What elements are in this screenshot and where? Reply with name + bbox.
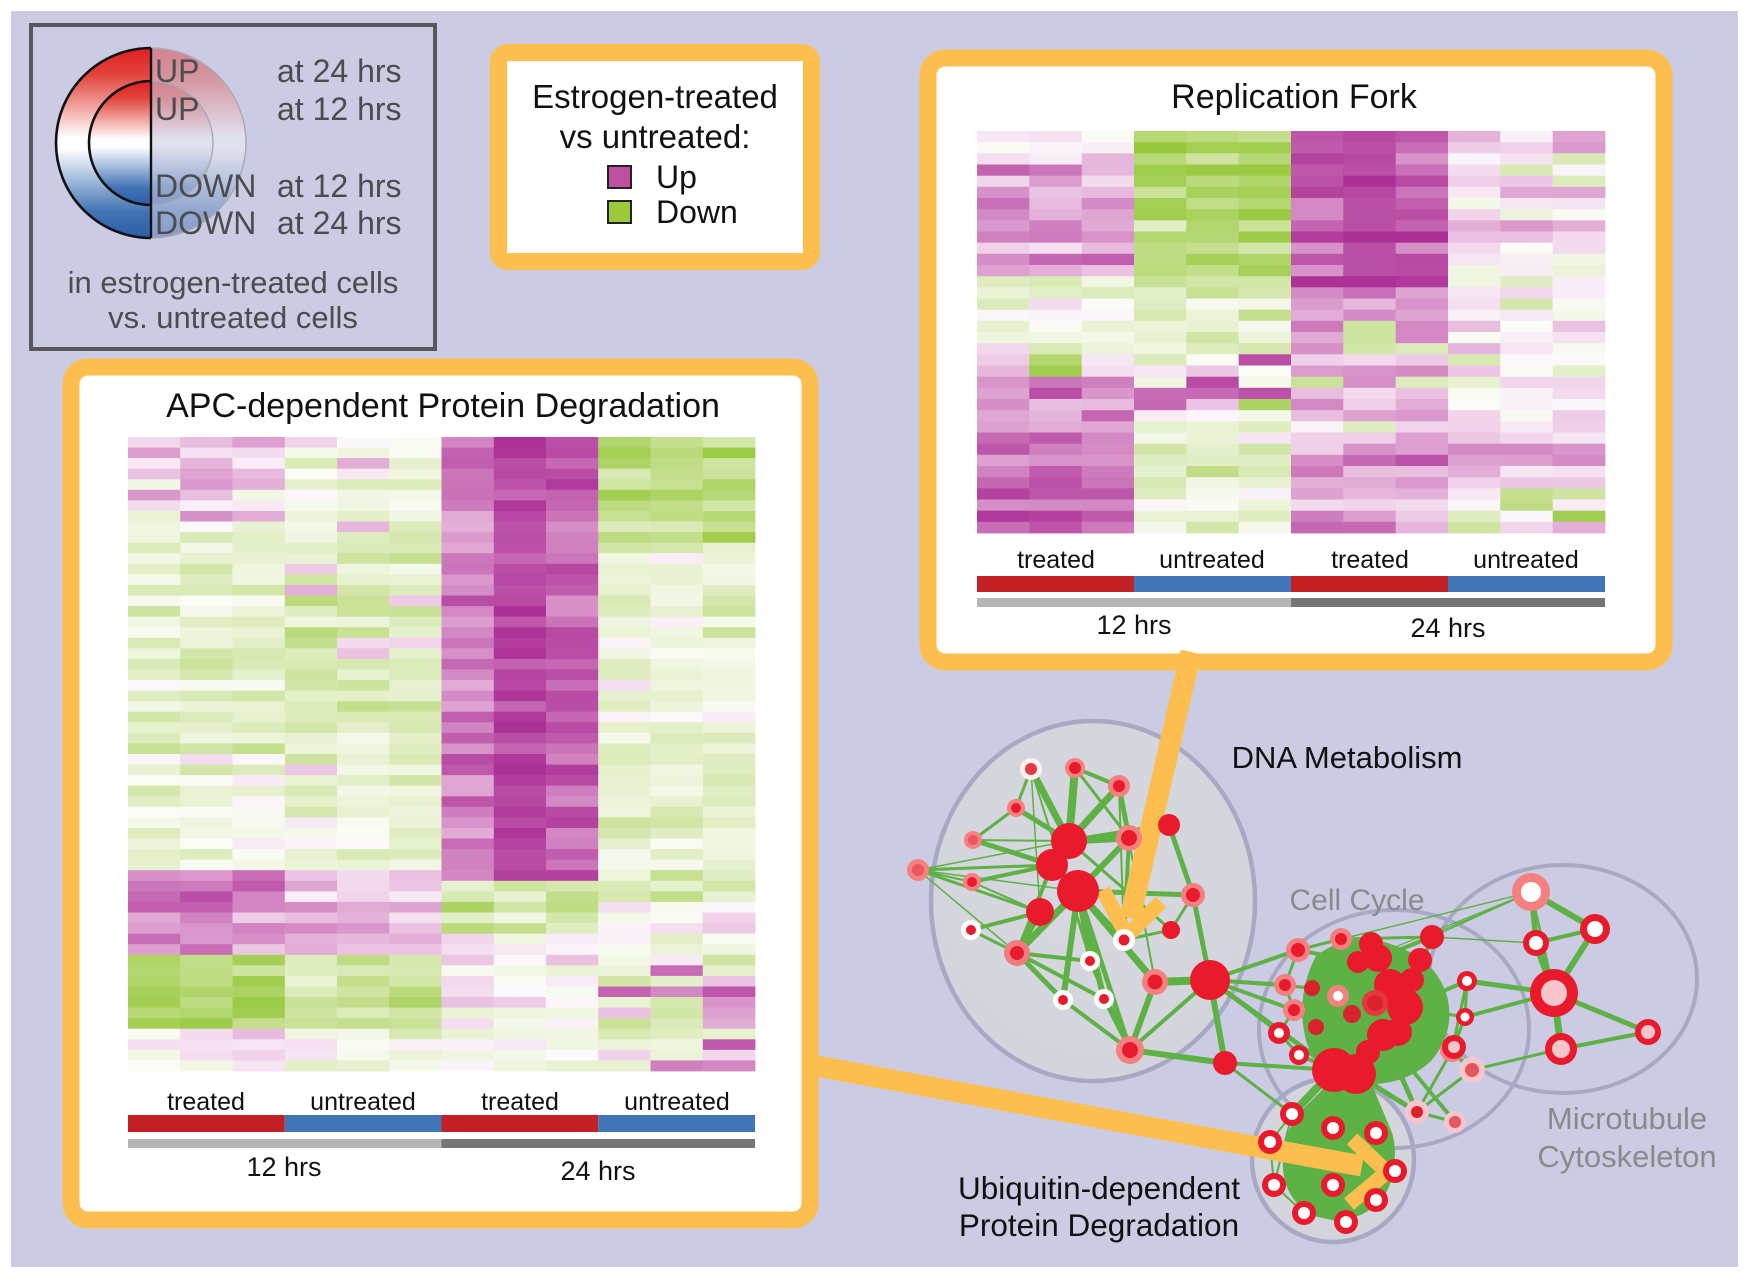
svg-text:Replication Fork: Replication Fork	[1171, 78, 1418, 116]
svg-text:treated: treated	[1017, 546, 1095, 574]
svg-text:untreated: untreated	[624, 1088, 730, 1116]
svg-text:at 24 hrs: at 24 hrs	[277, 53, 402, 89]
svg-text:at 12 hrs: at 12 hrs	[277, 91, 402, 127]
svg-text:UP: UP	[155, 53, 199, 89]
svg-text:Protein Degradation: Protein Degradation	[959, 1207, 1239, 1243]
svg-text:DOWN: DOWN	[155, 168, 256, 204]
svg-text:Down: Down	[656, 194, 738, 230]
svg-text:24 hrs: 24 hrs	[1410, 613, 1485, 643]
svg-text:Estrogen-treated: Estrogen-treated	[532, 78, 778, 115]
svg-text:treated: treated	[481, 1088, 559, 1116]
svg-text:Up: Up	[656, 159, 697, 195]
svg-text:at 12 hrs: at 12 hrs	[277, 168, 402, 204]
svg-text:APC-dependent Protein Degradat: APC-dependent Protein Degradation	[166, 387, 720, 425]
svg-text:untreated: untreated	[310, 1088, 416, 1116]
svg-text:at 24 hrs: at 24 hrs	[277, 205, 402, 241]
svg-text:Cytoskeleton: Cytoskeleton	[1537, 1139, 1716, 1174]
svg-text:Ubiquitin-dependent: Ubiquitin-dependent	[958, 1170, 1240, 1206]
svg-text:in estrogen-treated cells: in estrogen-treated cells	[68, 265, 399, 300]
svg-text:treated: treated	[1331, 546, 1409, 574]
svg-text:12 hrs: 12 hrs	[1096, 610, 1171, 640]
svg-text:24 hrs: 24 hrs	[560, 1156, 635, 1186]
svg-text:untreated: untreated	[1473, 546, 1579, 574]
svg-text:treated: treated	[167, 1088, 245, 1116]
svg-text:DOWN: DOWN	[155, 205, 256, 241]
svg-text:DNA Metabolism: DNA Metabolism	[1232, 740, 1463, 775]
svg-text:untreated: untreated	[1159, 546, 1265, 574]
svg-text:UP: UP	[155, 91, 199, 127]
svg-text:vs untreated:: vs untreated:	[560, 118, 751, 155]
svg-text:vs. untreated cells: vs. untreated cells	[108, 300, 358, 335]
svg-text:Microtubule: Microtubule	[1547, 1101, 1707, 1136]
svg-text:12 hrs: 12 hrs	[246, 1152, 321, 1182]
svg-text:Cell Cycle: Cell Cycle	[1289, 884, 1424, 917]
